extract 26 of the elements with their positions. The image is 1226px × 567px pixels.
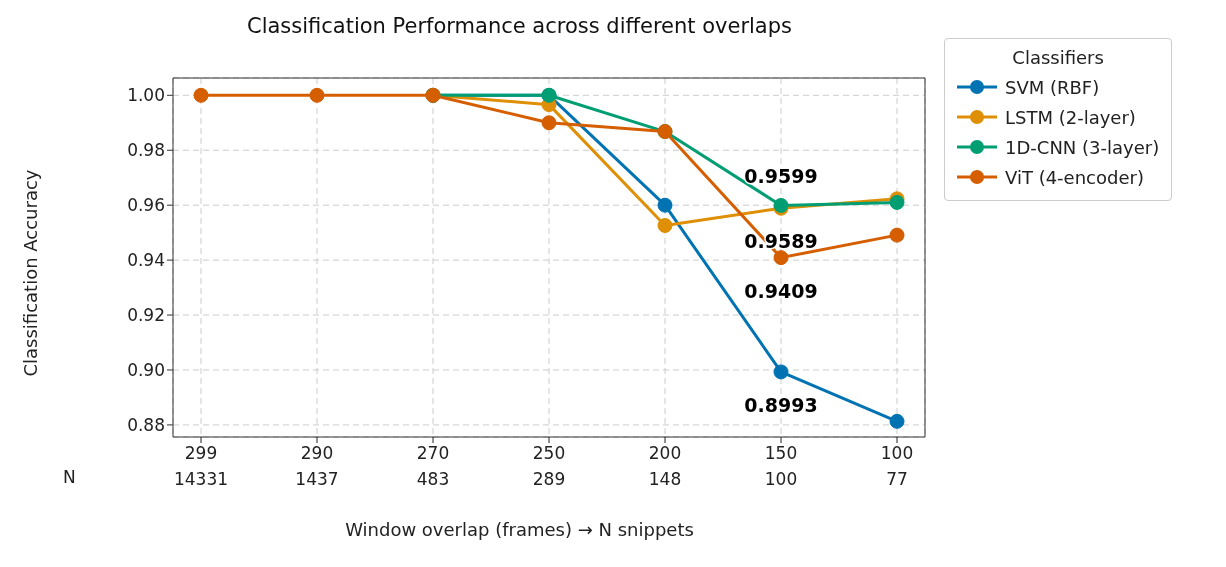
y-tick-label: 0.92 xyxy=(127,305,165,326)
y-tick-label: 0.90 xyxy=(127,360,165,381)
x-tick-label: 290 1437 xyxy=(295,443,339,489)
x-tick-label: 299 14331 xyxy=(173,443,229,489)
y-tick-label: 0.88 xyxy=(127,414,165,435)
text: N xyxy=(63,467,76,487)
data-label: 0.9599 xyxy=(744,165,818,188)
legend-label: ViT (4-encoder) xyxy=(1005,166,1144,188)
legend-label: SVM (RBF) xyxy=(1005,76,1100,98)
x-tick-label: 270 483 xyxy=(416,443,450,489)
y-tick-label: 0.94 xyxy=(127,250,165,271)
legend-title: Classifiers xyxy=(1011,47,1105,68)
x-tick-label: 150 100 xyxy=(764,443,798,489)
x-tick-label: 200 148 xyxy=(648,443,682,489)
x-tick-label: 250 289 xyxy=(532,443,566,489)
y-axis-title: Classification Accuracy xyxy=(19,169,41,376)
legend-label: 1D-CNN (3-layer) xyxy=(1005,136,1160,158)
x-axis-title: Window overlap (frames) → N snippets xyxy=(344,519,695,540)
y-tick-label: 0.96 xyxy=(127,195,165,216)
y-tick-label: 1.00 xyxy=(127,85,165,106)
legend-label: LSTM (2-layer) xyxy=(1005,106,1136,128)
x-tick-label: 100 77 xyxy=(880,443,914,489)
data-label: 0.8993 xyxy=(744,393,818,416)
y-tick-label: 0.98 xyxy=(127,140,165,161)
chart-title: Classification Performance across different overlaps xyxy=(245,14,793,38)
data-label: 0.9409 xyxy=(744,279,818,302)
